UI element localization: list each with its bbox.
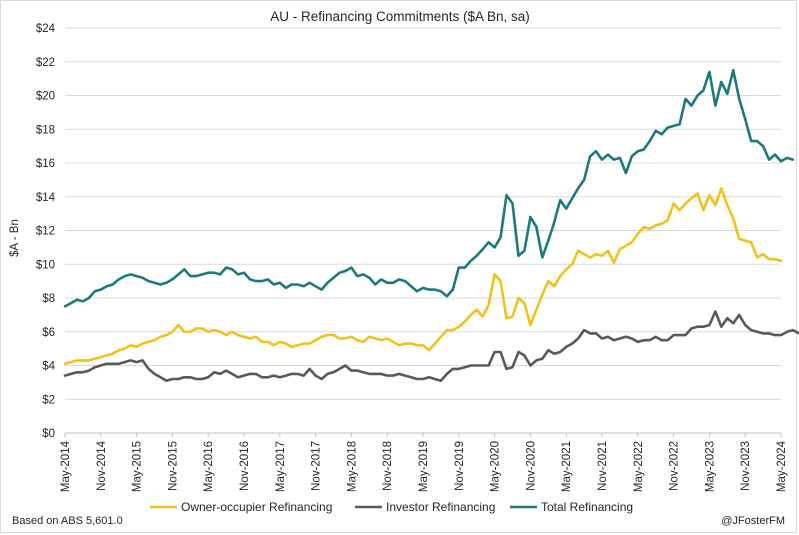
y-tick-label: $2 [42, 394, 55, 406]
x-tick-label: May-2014 [60, 440, 72, 492]
x-tick-label: May-2019 [418, 441, 430, 492]
credit-handle: @JFosterFM [721, 515, 785, 527]
x-tick-label: Nov-2015 [167, 441, 179, 491]
series-line-owner-occupier-refinancing [63, 187, 783, 366]
legend-label: Total Refinancing [541, 500, 633, 514]
y-tick-label: $12 [36, 226, 55, 238]
y-tick-label: $24 [36, 23, 56, 35]
y-tick-label: $8 [42, 293, 55, 305]
x-tick-label: May-2015 [132, 441, 144, 492]
x-tick-label: May-2023 [704, 441, 716, 492]
x-tick-label: Nov-2019 [454, 441, 466, 491]
x-tick-label: Nov-2014 [96, 440, 108, 490]
series-line-total-refinancing [63, 68, 795, 308]
x-tick-label: May-2022 [633, 441, 645, 492]
y-tick-label: $10 [36, 259, 55, 271]
x-tick-label: Nov-2017 [311, 441, 323, 491]
y-tick-label: $6 [42, 327, 55, 339]
chart-title: AU - Refinancing Commitments ($A Bn, sa) [270, 9, 530, 24]
x-tick-label: May-2016 [203, 441, 215, 492]
y-tick-label: $4 [42, 361, 55, 373]
y-tick-label: $18 [36, 124, 55, 136]
series-layer [63, 68, 799, 383]
x-tick-label: Nov-2016 [239, 441, 251, 491]
x-tick-label: May-2017 [275, 441, 287, 492]
x-tick-label: Nov-2022 [669, 441, 681, 491]
x-tick-label: May-2021 [561, 441, 573, 492]
y-axis-title: $A - Bn [9, 219, 21, 257]
legend: Owner-occupier Refinancing Investor Refin… [150, 500, 633, 514]
x-tick-label: Nov-2020 [525, 441, 537, 491]
x-tick-label: May-2020 [490, 441, 502, 492]
x-tick-label: Nov-2023 [740, 441, 752, 491]
y-tick-label: $14 [36, 192, 56, 204]
source-note: Based on ABS 5,601.0 [12, 515, 123, 527]
legend-label: Investor Refinancing [386, 500, 495, 514]
y-tick-label: $22 [36, 57, 55, 69]
x-axis-ticks: May-2014 Nov-2014 May-2015 Nov-2015 May-2016… [60, 432, 788, 492]
y-tick-label: $20 [36, 91, 55, 103]
x-tick-label: Nov-2018 [382, 441, 394, 491]
series-line-investor-refinancing [63, 310, 799, 383]
y-tick-label: $16 [36, 158, 55, 170]
gridlines [65, 27, 781, 434]
legend-label: Owner-occupier Refinancing [181, 500, 332, 514]
y-tick-label: $0 [42, 428, 55, 440]
x-tick-label: May-2024 [776, 440, 788, 492]
y-axis-ticks: $0 $2 $4 $6 $8 $10 $12 $14 $16 $18 $20 $22 $24 [36, 23, 56, 440]
x-tick-label: May-2018 [346, 441, 358, 492]
x-tick-label: Nov-2021 [597, 441, 609, 491]
